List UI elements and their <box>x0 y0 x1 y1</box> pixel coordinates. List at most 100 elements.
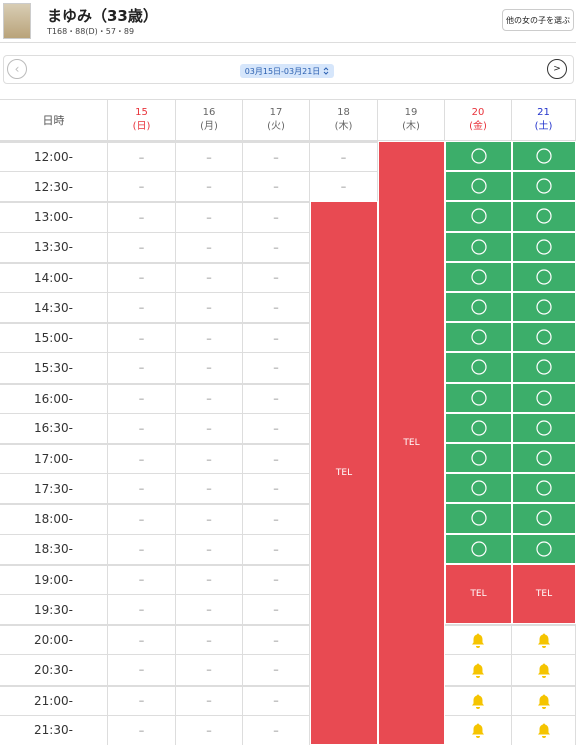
tel-block: TEL <box>445 563 512 625</box>
bell-cell <box>512 684 576 715</box>
open-cell <box>445 352 512 383</box>
open-cell <box>445 322 512 353</box>
open-icon <box>536 178 552 194</box>
prev-button[interactable]: ‹ <box>7 59 27 79</box>
dash-cell: – <box>243 231 310 262</box>
dash-cell: – <box>108 624 176 655</box>
dash-cell: – <box>310 141 378 172</box>
open-icon <box>470 329 487 345</box>
measurements: T168・88(D)・57・89 <box>47 27 135 36</box>
dash-cell: – <box>243 624 310 655</box>
dash-cell: – <box>176 684 243 715</box>
open-icon <box>536 480 552 496</box>
dash-cell: – <box>243 412 310 443</box>
open-icon <box>536 420 552 436</box>
dash-cell: – <box>108 171 176 202</box>
time-cell: 16:00- <box>0 382 108 413</box>
time-cell: 14:30- <box>0 292 108 323</box>
open-cell <box>512 292 576 323</box>
tel-block: TEL <box>310 201 378 745</box>
open-icon <box>470 390 487 406</box>
open-cell <box>512 201 576 232</box>
other-girl-button[interactable]: 他の女の子を選ぶ <box>502 9 574 31</box>
open-cell <box>512 412 576 443</box>
dash-cell: – <box>108 322 176 353</box>
time-cell: 20:00- <box>0 624 108 655</box>
open-icon <box>470 148 487 164</box>
open-cell <box>512 533 576 564</box>
dash-cell: – <box>176 714 243 745</box>
bell-cell <box>512 714 576 745</box>
dash-cell: – <box>176 261 243 292</box>
dash-cell: – <box>243 654 310 685</box>
open-icon <box>470 178 487 194</box>
dash-cell: – <box>108 201 176 232</box>
dash-cell: – <box>176 624 243 655</box>
bell-icon <box>537 694 550 709</box>
dash-cell: – <box>243 322 310 353</box>
day-header: 16 (月) <box>176 100 243 141</box>
dash-cell: – <box>176 503 243 534</box>
day-header: 15 (日) <box>108 100 176 141</box>
dash-cell: – <box>243 503 310 534</box>
open-cell <box>512 352 576 383</box>
divider <box>0 42 576 43</box>
dash-cell: – <box>108 412 176 443</box>
time-cell: 15:30- <box>0 352 108 383</box>
open-cell <box>512 473 576 504</box>
dash-cell: – <box>108 684 176 715</box>
day-weekday: (土) <box>534 121 553 132</box>
day-header: 20 (金) <box>445 100 512 141</box>
open-icon <box>470 541 487 557</box>
open-cell <box>445 473 512 504</box>
dash-cell: – <box>108 443 176 474</box>
open-icon <box>470 208 487 225</box>
open-icon <box>536 390 552 406</box>
day-weekday: (火) <box>267 121 285 132</box>
day-header: 18 (木) <box>310 100 378 141</box>
open-icon <box>470 239 487 255</box>
dash-cell: – <box>108 473 176 504</box>
bell-cell <box>445 684 512 715</box>
range-select[interactable]: 03月15日-03月21日 <box>240 64 334 78</box>
open-cell <box>512 382 576 413</box>
dash-cell: – <box>243 714 310 745</box>
dash-cell: – <box>108 594 176 625</box>
tel-block: TEL <box>512 563 576 625</box>
open-icon <box>470 269 487 285</box>
open-icon <box>536 541 552 557</box>
dash-cell: – <box>243 684 310 715</box>
dash-cell: – <box>176 473 243 504</box>
day-weekday: (金) <box>469 121 487 132</box>
open-icon <box>536 329 552 345</box>
dash-cell: – <box>108 231 176 262</box>
open-cell <box>445 382 512 413</box>
open-cell <box>512 322 576 353</box>
open-icon <box>536 510 552 527</box>
day-weekday: (日) <box>132 121 151 132</box>
next-button[interactable]: > <box>547 59 567 79</box>
time-cell: 18:00- <box>0 503 108 534</box>
open-cell <box>512 261 576 292</box>
bell-icon <box>537 663 550 678</box>
bell-icon <box>537 723 550 739</box>
dash-cell: – <box>243 594 310 625</box>
open-cell <box>445 261 512 292</box>
day-date: 21 <box>537 107 550 118</box>
open-cell <box>512 443 576 474</box>
dash-cell: – <box>108 714 176 745</box>
dash-cell: – <box>243 141 310 172</box>
bell-cell <box>445 714 512 745</box>
time-cell: 13:30- <box>0 231 108 262</box>
select-icon <box>323 67 329 75</box>
open-icon <box>470 480 487 496</box>
open-icon <box>470 510 487 527</box>
dash-cell: – <box>108 261 176 292</box>
open-icon <box>470 450 487 466</box>
dash-cell: – <box>176 382 243 413</box>
open-cell <box>445 412 512 443</box>
thumbnail[interactable] <box>3 3 31 39</box>
tel-block: TEL <box>378 141 445 745</box>
dash-cell: – <box>243 261 310 292</box>
